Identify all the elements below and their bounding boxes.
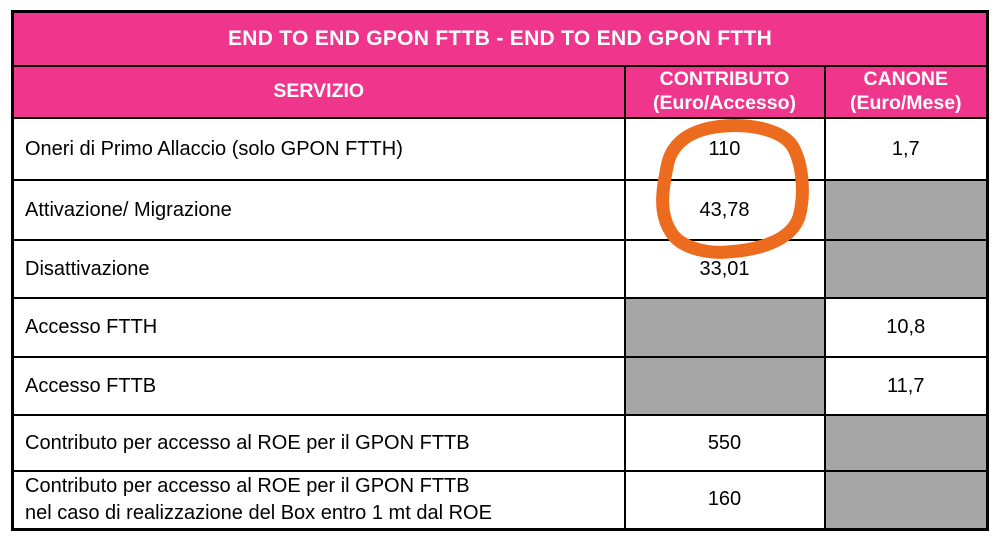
table-row: Contributo per accesso al ROE per il GPO… (11, 414, 989, 472)
cell-contributo (623, 356, 826, 416)
col-header-contributo: CONTRIBUTO (Euro/Accesso) (623, 65, 826, 119)
cell-contributo (623, 297, 826, 358)
cell-contributo: 110 (623, 117, 826, 181)
col-header-canone-sublabel: (Euro/Mese) (849, 92, 962, 114)
col-header-contributo-label: CONTRIBUTO (659, 68, 790, 91)
cell-contributo: 33,01 (623, 239, 826, 299)
cell-canone: 1,7 (823, 117, 989, 181)
cell-servizio: Contributo per accesso al ROE per il GPO… (11, 470, 626, 530)
table-row: Disattivazione 33,01 (11, 239, 989, 299)
cell-servizio: Accesso FTTB (11, 356, 626, 416)
col-header-canone-label: CANONE (863, 68, 949, 91)
cell-canone (823, 179, 989, 241)
table-header-row: SERVIZIO CONTRIBUTO (Euro/Accesso) CANON… (11, 65, 989, 119)
cell-contributo: 43,78 (623, 179, 826, 241)
table-row: Attivazione/ Migrazione 43,78 (11, 179, 989, 241)
cell-contributo: 550 (623, 414, 826, 472)
cell-canone (823, 414, 989, 472)
cell-servizio: Disattivazione (11, 239, 626, 299)
table-row: Contributo per accesso al ROE per il GPO… (11, 470, 989, 530)
cell-servizio: Accesso FTTH (11, 297, 626, 358)
cell-canone: 10,8 (823, 297, 989, 358)
table-title-row: END TO END GPON FTTB - END TO END GPON F… (11, 10, 989, 67)
col-header-servizio: SERVIZIO (11, 65, 626, 119)
cell-servizio: Attivazione/ Migrazione (11, 179, 626, 241)
cell-servizio: Oneri di Primo Allaccio (solo GPON FTTH) (11, 117, 626, 181)
cell-canone (823, 239, 989, 299)
table-title: END TO END GPON FTTB - END TO END GPON F… (11, 10, 989, 67)
col-header-contributo-sublabel: (Euro/Accesso) (652, 92, 797, 114)
tariff-table: END TO END GPON FTTB - END TO END GPON F… (11, 10, 990, 531)
col-header-servizio-label: SERVIZIO (273, 80, 365, 103)
col-header-canone: CANONE (Euro/Mese) (823, 65, 989, 119)
cell-canone (823, 470, 989, 530)
cell-servizio: Contributo per accesso al ROE per il GPO… (11, 414, 626, 472)
cell-canone: 11,7 (823, 356, 989, 416)
table-row: Accesso FTTB 11,7 (11, 356, 989, 416)
table-row: Oneri di Primo Allaccio (solo GPON FTTH)… (11, 117, 989, 181)
cell-contributo: 160 (623, 470, 826, 530)
table-row: Accesso FTTH 10,8 (11, 297, 989, 358)
